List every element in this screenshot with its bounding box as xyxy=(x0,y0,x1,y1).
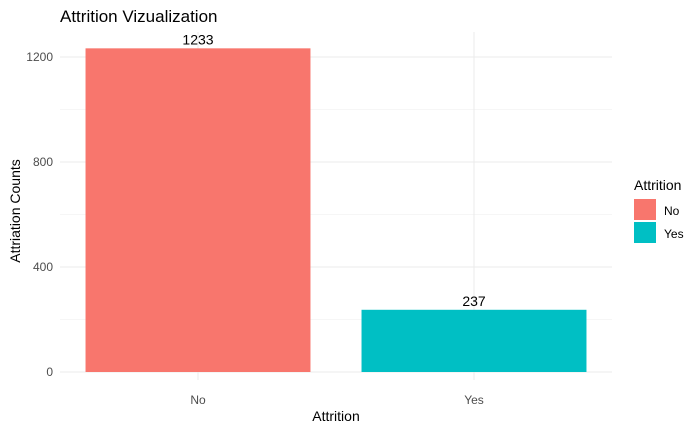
legend-title: Attrition xyxy=(634,177,681,193)
legend-label-yes: Yes xyxy=(664,227,684,241)
legend-label-no: No xyxy=(664,204,680,218)
y-tick-label: 0 xyxy=(46,365,53,379)
y-axis-label: Attriation Counts xyxy=(7,159,23,263)
bar-yes xyxy=(361,309,587,372)
bar-no xyxy=(85,48,311,373)
bars xyxy=(85,48,587,373)
legend-swatch-yes xyxy=(634,222,656,243)
data-labels: 1233 237 xyxy=(182,31,485,308)
y-tick-label: 1200 xyxy=(26,50,53,64)
axis-ticks: 0 400 800 1200 No Yes xyxy=(26,50,483,407)
legend-swatch-no xyxy=(634,199,656,220)
data-label: 237 xyxy=(462,293,486,309)
x-axis-label: Attrition xyxy=(312,408,359,424)
x-tick-label: No xyxy=(190,393,206,407)
legend: Attrition No Yes xyxy=(634,177,684,243)
y-tick-label: 800 xyxy=(33,155,53,169)
data-label: 1233 xyxy=(182,31,213,47)
chart-title: Attrition Vizualization xyxy=(60,7,218,26)
y-tick-label: 400 xyxy=(33,260,53,274)
x-tick-label: Yes xyxy=(464,393,484,407)
